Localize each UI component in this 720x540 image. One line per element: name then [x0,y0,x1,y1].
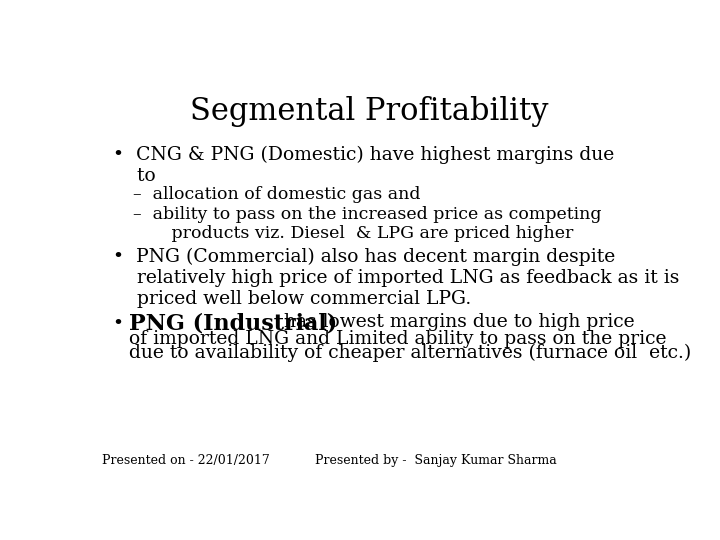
Text: PNG (Industrial): PNG (Industrial) [129,313,337,335]
Text: due to availability of cheaper alternatives (furnace oil  etc.): due to availability of cheaper alternati… [129,343,691,362]
Text: has lowest margins due to high price: has lowest margins due to high price [277,313,634,330]
Text: –  allocation of domestic gas and: – allocation of domestic gas and [132,186,420,204]
Text: Presented on - 22/01/2017: Presented on - 22/01/2017 [102,454,269,467]
Text: •  PNG (Commercial) also has decent margin despite
    relatively high price of : • PNG (Commercial) also has decent margi… [113,248,680,308]
Text: Segmental Profitability: Segmental Profitability [190,96,548,126]
Text: •  CNG & PNG (Domestic) have highest margins due
    to: • CNG & PNG (Domestic) have highest marg… [113,146,614,185]
Text: –  ability to pass on the increased price as competing
       products viz. Dies: – ability to pass on the increased price… [132,206,601,242]
Text: •: • [113,315,136,333]
Text: Presented by -  Sanjay Kumar Sharma: Presented by - Sanjay Kumar Sharma [315,454,557,467]
Text: of imported LNG and Limited ability to pass on the price: of imported LNG and Limited ability to p… [129,330,666,348]
